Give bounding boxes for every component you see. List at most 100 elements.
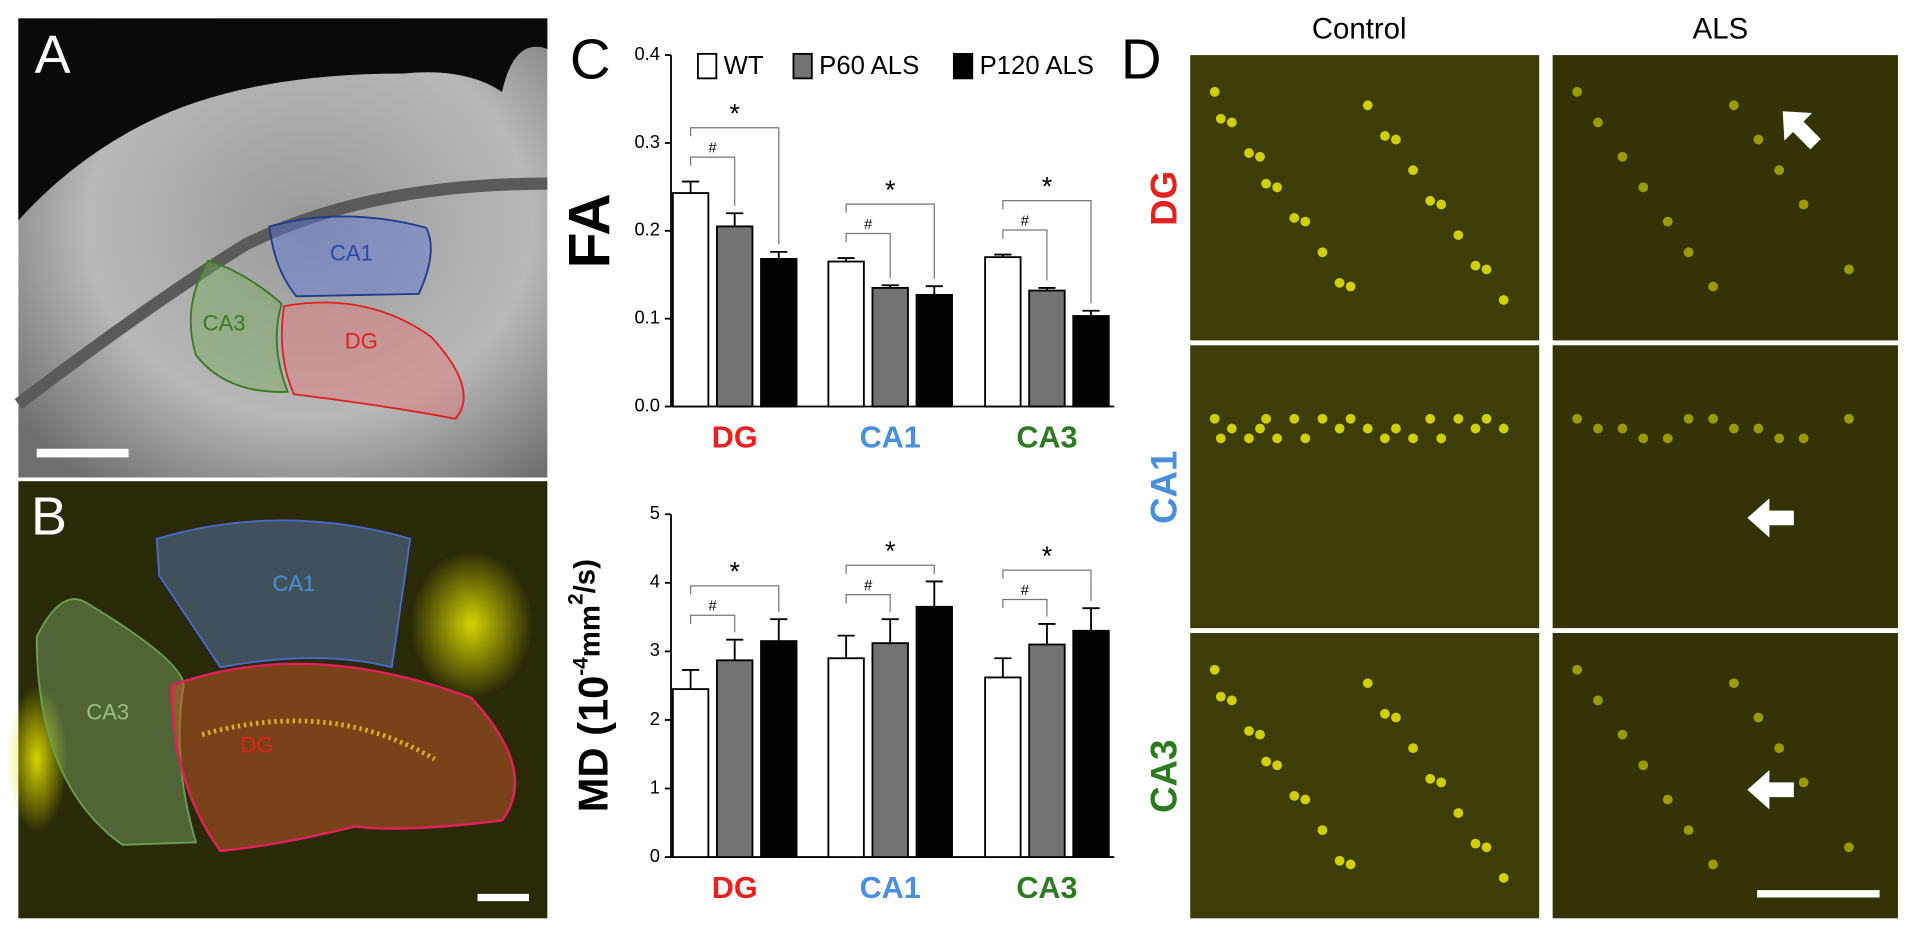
- y-axis-label: MD (10-4mm2/s): [564, 559, 616, 812]
- error-bar: [682, 180, 700, 194]
- y-axis-label: FA: [557, 193, 622, 268]
- bar: [871, 642, 909, 859]
- y-tick-label: 5: [650, 502, 660, 523]
- cell: [1334, 423, 1345, 434]
- cell: [1774, 165, 1785, 176]
- x-tick-label: CA1: [860, 871, 921, 905]
- error-bar: [994, 253, 1012, 258]
- legend-label: P120 ALS: [980, 52, 1094, 80]
- cell: [1436, 777, 1447, 788]
- significance-label: #: [709, 599, 718, 615]
- panel-letter: B: [31, 487, 67, 547]
- cell: [1255, 423, 1265, 434]
- cell: [1498, 423, 1509, 434]
- cell: [1593, 695, 1603, 706]
- x-tick-label: DG: [712, 871, 758, 905]
- cell: [1617, 729, 1628, 740]
- panel-b: CA1 CA3 DG B: [6, 481, 548, 919]
- cell: [1425, 413, 1436, 424]
- cell: [1662, 433, 1673, 444]
- bar: [915, 605, 953, 859]
- cell: [1728, 678, 1739, 689]
- significance-label: *: [729, 557, 740, 587]
- cell: [1844, 413, 1854, 424]
- cell: [1572, 86, 1583, 97]
- cell: [1798, 199, 1809, 210]
- micrograph: [1190, 633, 1540, 919]
- row-label: CA3: [1144, 740, 1185, 813]
- bar: [984, 676, 1022, 859]
- cell: [1453, 230, 1464, 240]
- cell: [1638, 182, 1649, 193]
- cell: [1215, 113, 1226, 124]
- cell: [1683, 413, 1694, 424]
- error-bar: [682, 668, 700, 690]
- error-bar: [1082, 309, 1100, 317]
- legend-swatch: [792, 52, 813, 80]
- bar: [1072, 629, 1110, 859]
- column-label: Control: [1312, 12, 1407, 45]
- panel-d: D Control ALS DG CA1 CA3: [1121, 12, 1898, 919]
- cell: [1209, 664, 1220, 675]
- cell: [1334, 855, 1345, 866]
- cell: [1470, 260, 1481, 271]
- bar: [1028, 289, 1066, 408]
- cell: [1334, 277, 1345, 288]
- cell-layer: [201, 718, 436, 762]
- column-label: ALS: [1693, 12, 1749, 45]
- cell: [1362, 678, 1373, 689]
- bar: [760, 257, 798, 408]
- cell: [1498, 295, 1509, 305]
- cell: [1244, 726, 1254, 736]
- cell: [1798, 433, 1809, 444]
- cell: [1345, 413, 1356, 424]
- error-bar: [837, 634, 855, 659]
- glow: [410, 550, 533, 698]
- cell: [1317, 825, 1328, 836]
- cell: [1617, 151, 1628, 162]
- significance-label: #: [709, 140, 718, 156]
- cell: [1481, 842, 1492, 853]
- y-tick-label: 0: [650, 845, 660, 866]
- cell: [1708, 281, 1718, 292]
- cell: [1362, 100, 1373, 111]
- bar: [716, 225, 754, 408]
- y-tick-label: 0.2: [634, 219, 660, 240]
- error-bar: [770, 250, 788, 259]
- y-tick-label: 4: [650, 571, 660, 592]
- cell: [1380, 708, 1390, 719]
- cell: [1362, 423, 1373, 434]
- cell: [1453, 413, 1464, 424]
- cell: [1391, 712, 1401, 723]
- cell: [1244, 148, 1254, 158]
- cell: [1425, 773, 1436, 784]
- cell: [1226, 117, 1237, 128]
- mri-background: [18, 18, 548, 221]
- charts: 0.0 0.1 0.2 0.3 0.4 FA DG # * CA1 # * CA3 # * WT P60 ALS…: [557, 43, 1115, 905]
- cell: [1470, 838, 1481, 849]
- cell: [1844, 842, 1854, 853]
- y-label-part: MD (10: [569, 676, 616, 812]
- cell: [1617, 423, 1628, 434]
- y-tick-label: 2: [650, 708, 660, 729]
- y-tick-label: 0.3: [634, 131, 660, 152]
- significance-bracket: [1002, 200, 1092, 304]
- cell: [1209, 413, 1220, 424]
- significance-label: #: [1021, 583, 1030, 599]
- cell: [1753, 423, 1764, 434]
- error-bar: [770, 618, 788, 642]
- cell: [1255, 729, 1265, 740]
- y-label-superscript: 2: [564, 593, 587, 605]
- bar: [1072, 315, 1110, 408]
- arrow: [1747, 770, 1794, 810]
- significance-bracket: [1002, 598, 1048, 617]
- region-label: CA1: [330, 241, 373, 266]
- error-bar: [1082, 607, 1100, 631]
- cell: [1215, 433, 1226, 444]
- row-label: DG: [1144, 171, 1185, 226]
- cell: [1753, 712, 1764, 723]
- legend-swatch: [697, 52, 718, 80]
- significance-label: *: [1042, 541, 1053, 571]
- region-label: CA1: [272, 571, 315, 596]
- cell: [1753, 134, 1764, 145]
